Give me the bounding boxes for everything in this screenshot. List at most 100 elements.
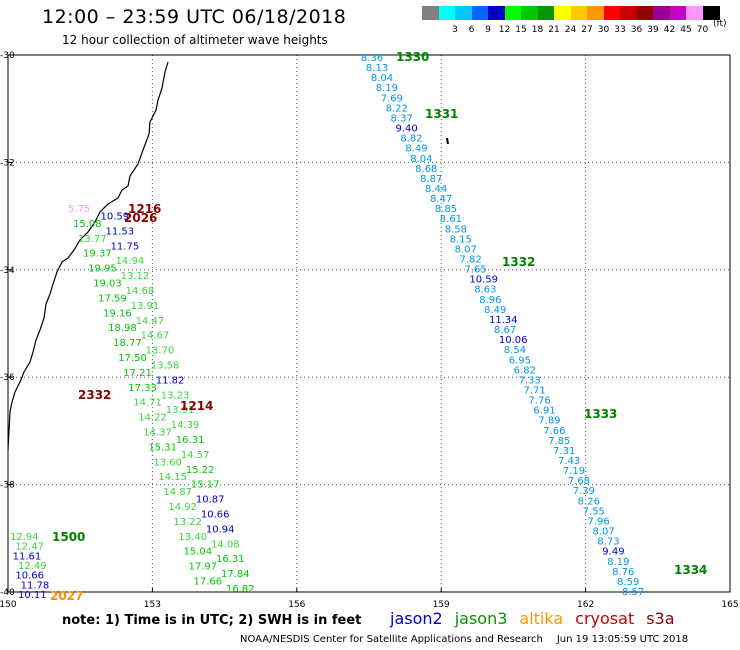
wave-height-label: 8.15 <box>450 234 472 245</box>
wave-height-label: 16.31 <box>176 435 205 446</box>
map-frame <box>7 54 731 593</box>
scale-label: 27 <box>581 25 593 35</box>
wave-height-label: 8.36 <box>361 53 383 64</box>
scale-swatch <box>422 6 439 20</box>
lon-tick-label: 150 <box>0 600 17 610</box>
wave-height-label: 10.66 <box>201 509 230 520</box>
wave-height-label: 16.82 <box>226 584 255 595</box>
wave-height-label: 8.82 <box>400 134 422 145</box>
scale-label: 9 <box>485 25 491 35</box>
wave-height-label: 8.22 <box>386 103 408 114</box>
scale-label: 15 <box>515 25 527 35</box>
scale-label: 3 <box>452 25 458 35</box>
wave-height-label: 8.49 <box>484 305 506 316</box>
wave-height-label: 14.87 <box>163 487 192 498</box>
wave-height-label: 17.84 <box>221 569 250 580</box>
lon-tick-label: 165 <box>721 600 738 610</box>
pass-label: 1331 <box>425 107 458 121</box>
wave-height-label: 8.85 <box>435 204 457 215</box>
wave-height-label: 6.82 <box>514 365 536 376</box>
wave-height-label: 8.68 <box>415 164 437 175</box>
scale-label: 45 <box>680 25 692 35</box>
wave-height-label: 14.39 <box>171 420 200 431</box>
wave-height-label: 7.89 <box>538 416 560 427</box>
wave-height-label: 7.31 <box>553 446 575 457</box>
wave-height-label: 10.06 <box>499 335 528 346</box>
wave-height-label: 8.59 <box>617 577 639 588</box>
wave-height-label: 18.98 <box>108 323 137 334</box>
wave-height-label: 8.26 <box>578 496 600 507</box>
scale-swatch <box>669 6 687 20</box>
track-labels: 8.368.138.048.197.698.228.379.408.828.49… <box>10 53 644 601</box>
scale-swatch <box>686 6 703 20</box>
wave-height-label: 14.94 <box>116 256 145 267</box>
wave-height-label: 13.91 <box>166 405 195 416</box>
wave-height-label: 10.11 <box>18 590 47 601</box>
wave-height-label: 8.57 <box>622 587 644 598</box>
wave-height-label: 8.04 <box>371 73 393 84</box>
lat-tick-label: -32 <box>0 158 15 168</box>
wave-height-label: 11.53 <box>106 226 135 237</box>
wave-height-label: 8.54 <box>504 345 526 356</box>
wave-height-label: 14.68 <box>126 286 155 297</box>
lat-tick-label: -30 <box>0 51 15 61</box>
wave-height-label: 7.33 <box>519 375 541 386</box>
scale-swatch <box>587 6 604 20</box>
wave-height-label: 16.31 <box>216 554 245 565</box>
legend-s3a: s3a <box>646 609 675 628</box>
scale-swatch <box>603 6 621 20</box>
wave-height-label: 8.87 <box>420 174 442 185</box>
note: note: 1) Time is in UTC; 2) SWH is in fe… <box>62 613 362 628</box>
scale-label: 70 <box>696 25 709 35</box>
wave-height-label: 17.50 <box>118 353 147 364</box>
wave-height-label: 7.43 <box>558 456 580 467</box>
map-subtitle: 12 hour collection of altimeter wave hei… <box>62 33 328 47</box>
legend-altika: altika <box>519 609 564 628</box>
wave-height-label: 15.22 <box>186 465 215 476</box>
pass-label: 1334 <box>674 563 707 577</box>
lat-tick-label: -36 <box>0 373 15 383</box>
wave-height-label: 19.95 <box>88 264 117 275</box>
wave-height-label: 10.59 <box>469 275 498 286</box>
wave-height-label: 14.22 <box>138 413 167 424</box>
wave-height-label: 10.87 <box>196 495 225 506</box>
wave-height-label: 9.49 <box>602 547 624 558</box>
wave-height-label: 8.58 <box>445 224 467 235</box>
scale-swatch <box>471 6 489 20</box>
footer-timestamp: Jun 19 13:05:59 UTC 2018 <box>556 634 689 645</box>
wave-height-label: 15.31 <box>148 442 177 453</box>
wave-height-label: 8.07 <box>455 244 477 255</box>
wave-height-label: 8.96 <box>479 295 501 306</box>
wave-height-label: 14.47 <box>136 316 165 327</box>
footer-credit: NOAA/NESDIS Center for Satellite Applica… <box>240 634 543 645</box>
coastline <box>7 61 169 451</box>
wave-height-label: 7.39 <box>573 486 595 497</box>
scale-label: 42 <box>663 25 676 35</box>
wave-height-label: 7.66 <box>543 426 565 437</box>
wave-height-label: 5.75 <box>68 204 90 215</box>
wave-height-label: 15.17 <box>191 480 220 491</box>
wave-height-label: 6.95 <box>509 355 531 366</box>
wave-height-label: 17.59 <box>98 293 127 304</box>
scale-label: 18 <box>531 25 544 35</box>
pass-label: 1330 <box>396 50 429 64</box>
wave-height-label: 17.66 <box>193 577 222 588</box>
footer: NOAA/NESDIS Center for Satellite Applica… <box>240 634 688 645</box>
scale-swatch <box>438 6 456 20</box>
wave-height-label: 13.77 <box>78 234 107 245</box>
wave-height-label: 8.73 <box>597 537 619 548</box>
wave-height-label: 8.49 <box>405 144 427 155</box>
scale-label: 30 <box>597 25 610 35</box>
wave-height-label: 15.04 <box>183 547 212 558</box>
lon-tick-label: 153 <box>144 600 161 610</box>
wave-height-label: 8.63 <box>474 285 496 296</box>
scale-label: 12 <box>498 25 511 35</box>
wave-height-label: 11.75 <box>111 241 140 252</box>
wave-height-label: 17.33 <box>128 383 157 394</box>
scale-swatch <box>570 6 588 20</box>
sensor-legend: jason2 jason3 altika cryosat s3a <box>390 609 687 628</box>
legend-cryosat: cryosat <box>575 609 635 628</box>
wave-height-label: 8.37 <box>391 113 413 124</box>
